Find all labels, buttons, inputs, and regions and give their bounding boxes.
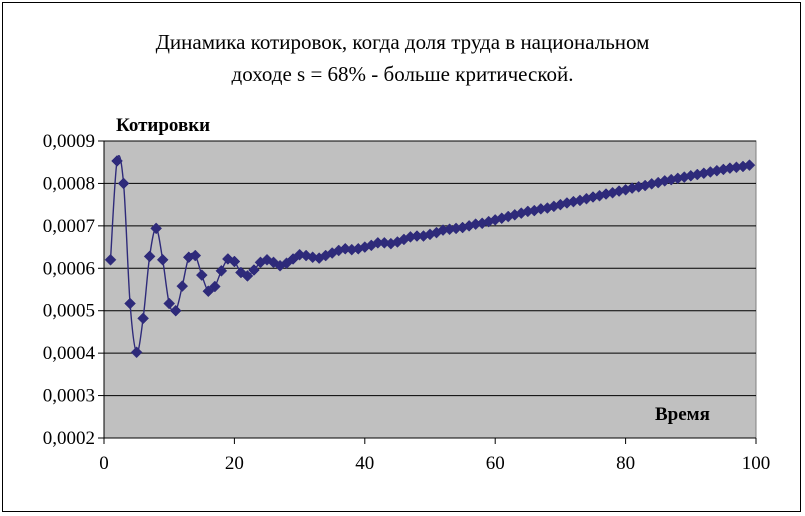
data-point-marker: [143, 250, 156, 263]
data-point-marker: [130, 346, 143, 359]
y-tick-label: 0,0009: [43, 131, 95, 152]
y-tick-label: 0,0003: [43, 386, 95, 407]
x-tick-label: 100: [742, 453, 771, 474]
y-tick-label: 0,0007: [43, 216, 95, 237]
y-tick-label: 0,0008: [43, 173, 95, 194]
data-point-marker: [137, 312, 149, 325]
data-point-marker: [241, 270, 254, 282]
y-tick-label: 0,0005: [43, 301, 95, 322]
x-tick-label: 0: [99, 453, 109, 474]
data-point-marker: [248, 264, 260, 276]
data-point-marker: [117, 177, 130, 190]
y-tick-label: 0,0006: [43, 258, 95, 279]
y-tick-label: 0,0002: [43, 428, 95, 449]
x-tick-label: 20: [225, 453, 244, 474]
chart-title: Динамика котировок, когда доля труда в н…: [0, 26, 805, 90]
data-point-marker: [169, 304, 182, 317]
chart-title-line-1: Динамика котировок, когда доля труда в н…: [155, 30, 650, 54]
tick-labels: 0,0002 0,0003 0,0004 0,0005 0,0006 0,0007 0,00…: [43, 131, 771, 474]
series-quotes: [104, 155, 756, 359]
data-point-marker: [743, 159, 756, 172]
data-point-marker: [163, 297, 176, 310]
x-tick-label: 40: [355, 453, 374, 474]
data-point-marker: [150, 222, 163, 235]
data-point-marker: [215, 264, 228, 277]
data-point-marker: [228, 255, 241, 268]
data-point-marker: [189, 249, 202, 262]
y-tick-label: 0,0004: [43, 343, 96, 364]
data-point-marker: [195, 269, 208, 281]
y-axis-label: Котировки: [116, 115, 210, 136]
data-point-marker: [176, 280, 189, 292]
data-point-marker: [111, 155, 123, 167]
axes: [98, 140, 757, 444]
data-point-marker: [124, 297, 136, 310]
data-point-marker: [104, 253, 117, 266]
grid-lines: [104, 140, 756, 397]
chart-title-line-2: доходе s = 68% - больше критической.: [231, 62, 574, 86]
x-tick-label: 80: [616, 453, 635, 474]
data-point-marker: [208, 280, 221, 293]
x-tick-label: 60: [486, 453, 505, 474]
x-axis-label: Время: [655, 404, 710, 425]
data-point-marker: [156, 253, 169, 266]
